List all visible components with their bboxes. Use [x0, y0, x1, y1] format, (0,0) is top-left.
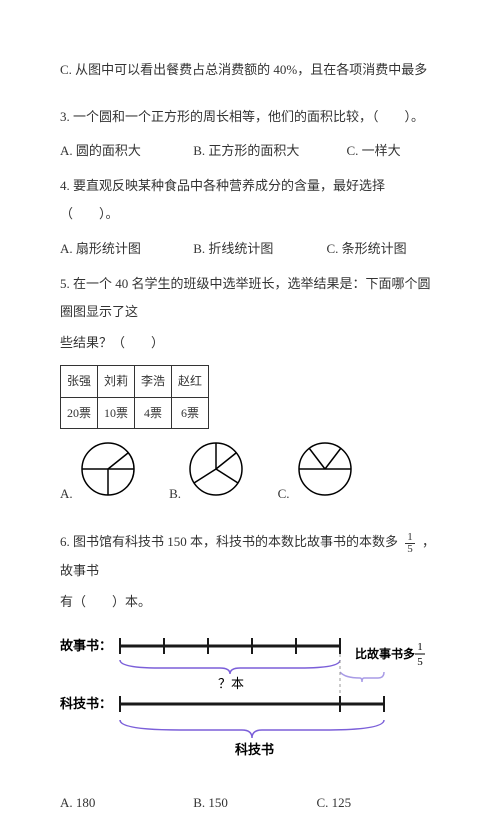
pie-b: B. [169, 441, 244, 508]
q2-option-c: C. 从图中可以看出餐费占总消费额的 40%，且在各项消费中最多 [60, 56, 440, 85]
q-text: ？本 [218, 676, 244, 691]
label-tech: 科技书： [60, 696, 112, 711]
label-a: A. [60, 480, 73, 509]
q4-a: A. 扇形统计图 [60, 235, 190, 264]
fraction: 1 5 [405, 532, 415, 555]
pie-chart-icon [80, 441, 136, 497]
pie-chart-icon [297, 441, 353, 497]
pie-chart-icon [188, 441, 244, 497]
q6-text: 6. 图书馆有科技书 150 本，科技书的本数比故事书的本数多 1 5 ，故事书 [60, 528, 440, 585]
tape-diagram: 故事书： ？本 比故事书多 1 5 科技书： 科技书 [60, 628, 440, 768]
q6-text1: 6. 图书馆有科技书 150 本，科技书的本数比故事书的本数多 [60, 534, 398, 549]
q4-b: B. 折线统计图 [193, 235, 323, 264]
label-b: B. [169, 480, 181, 509]
q3-c: C. 一样大 [347, 137, 427, 166]
q5-text2: 些结果？（ ） [60, 329, 440, 358]
table-row: 张强 刘莉 李浩 赵红 [61, 366, 209, 397]
svg-text:1: 1 [417, 641, 423, 653]
vote-table: 张强 刘莉 李浩 赵红 20票 10票 4票 6票 [60, 365, 209, 429]
label-story: 故事书： [60, 638, 112, 653]
q6-options: A. 180 B. 150 C. 125 [60, 789, 440, 817]
q3-b: B. 正方形的面积大 [193, 137, 343, 166]
pie-a: A. [60, 441, 136, 508]
cell: 刘莉 [98, 366, 135, 397]
q4-options: A. 扇形统计图 B. 折线统计图 C. 条形统计图 [60, 235, 440, 264]
bar-diagram: 故事书： ？本 比故事书多 1 5 科技书： 科技书 [60, 628, 440, 779]
cell: 李浩 [135, 366, 172, 397]
q3-options: A. 圆的面积大 B. 正方形的面积大 C. 一样大 [60, 137, 440, 166]
label-c: C. [278, 480, 290, 509]
q4-text: 4. 要直观反映某种食品中各种营养成分的含量，最好选择（ ）。 [60, 172, 440, 229]
denominator: 5 [405, 544, 415, 555]
cell: 张强 [61, 366, 98, 397]
bottom-text: 科技书 [235, 742, 274, 757]
q5-text1: 5. 在一个 40 名学生的班级中选举班长，选举结果是：下面哪个圆圈图显示了这 [60, 270, 440, 327]
q6-a: A. 180 [60, 789, 190, 817]
cell: 4票 [135, 397, 172, 428]
cell: 赵红 [172, 366, 209, 397]
cell: 20票 [61, 397, 98, 428]
q6-b: B. 150 [193, 789, 313, 817]
q4-c: C. 条形统计图 [327, 235, 427, 264]
q6-text3: 有（ ）本。 [60, 588, 440, 617]
pie-c: C. [278, 441, 353, 508]
svg-text:5: 5 [417, 656, 423, 668]
cell: 10票 [98, 397, 135, 428]
q3-a: A. 圆的面积大 [60, 137, 190, 166]
table-row: 20票 10票 4票 6票 [61, 397, 209, 428]
q3-text: 3. 一个圆和一个正方形的周长相等，他们的面积比较，（ ）。 [60, 103, 440, 132]
pie-options: A. B. C. [60, 441, 440, 508]
q6-c: C. 125 [317, 789, 397, 817]
compare-text: 比故事书多 [355, 646, 415, 661]
cell: 6票 [172, 397, 209, 428]
